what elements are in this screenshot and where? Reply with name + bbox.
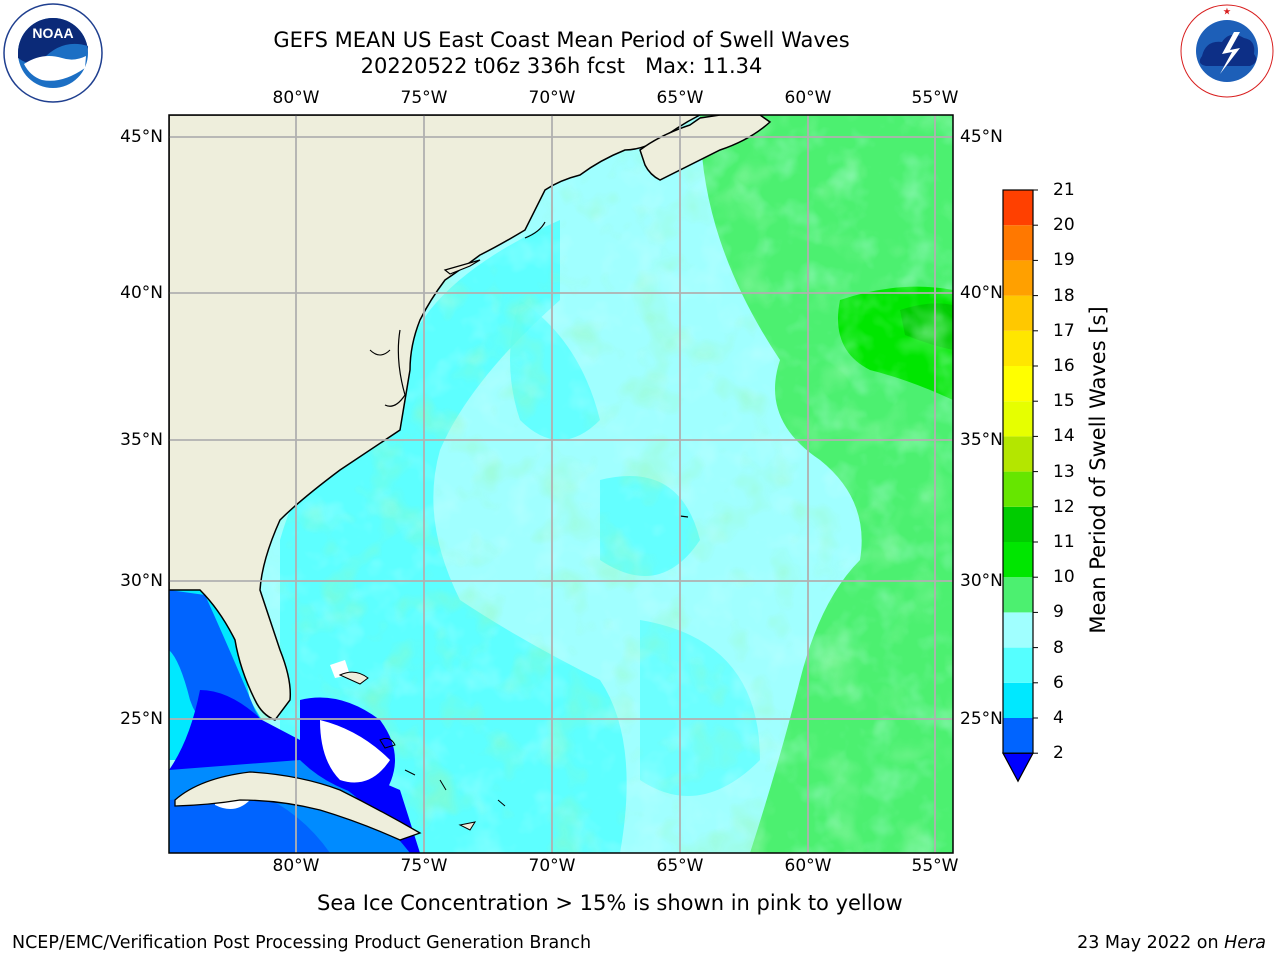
colorbar-tick-label: 19 (1053, 250, 1075, 271)
map-frame (168, 114, 954, 854)
colorbar-tick-label: 18 (1053, 285, 1075, 306)
colorbar-tick-label: 20 (1053, 215, 1075, 236)
lat-tick-right: 45°N (960, 127, 1003, 147)
colorbar-segment (1003, 260, 1033, 296)
colorbar-tick-label: 11 (1053, 532, 1075, 552)
lat-tick-right: 25°N (960, 709, 1003, 729)
lon-tick-bottom: 60°W (784, 856, 832, 876)
colorbar-segment (1003, 471, 1033, 507)
lon-tick-bottom: 70°W (528, 856, 576, 876)
footer-date-text: 23 May 2022 on (1077, 933, 1225, 953)
colorbar-extend-triangle (1001, 752, 1035, 783)
colorbar-tick-label: 6 (1053, 672, 1064, 693)
svg-text:★: ★ (1223, 7, 1231, 16)
lat-tick-right: 30°N (960, 571, 1003, 591)
colorbar-tick-label: 2 (1053, 743, 1064, 764)
colorbar-tick-label: 21 (1053, 180, 1075, 200)
colorbar-segment (1003, 366, 1033, 402)
lon-tick-top: 65°W (656, 88, 704, 108)
lon-tick-bottom: 75°W (400, 856, 448, 876)
land-north-america (169, 115, 701, 721)
footer-machine: Hera (1224, 933, 1266, 953)
colorbar-segment (1003, 647, 1033, 683)
footer-date: 23 May 2022 on Hera (1077, 933, 1266, 953)
lon-tick-bottom: 55°W (911, 856, 959, 876)
land-cuba (174, 771, 422, 841)
lon-tick-top: 70°W (528, 88, 576, 108)
lon-tick-top: 80°W (272, 88, 320, 108)
gridlines (169, 115, 953, 853)
colorbar-tick-label: 14 (1053, 426, 1075, 447)
lat-tick-left: 35°N (120, 430, 163, 450)
lat-tick-right: 40°N (960, 283, 1003, 303)
colorbar-segment (1003, 577, 1033, 613)
colorbar-segment (1003, 682, 1033, 718)
colorbar-tick-label: 12 (1053, 496, 1075, 517)
colorbar-tick-label: 4 (1053, 708, 1064, 728)
colorbar-tick-label: 15 (1053, 391, 1075, 412)
chart-title: GEFS MEAN US East Coast Mean Period of S… (273, 28, 850, 52)
lon-tick-top: 55°W (911, 88, 959, 108)
lat-tick-left: 45°N (120, 127, 163, 147)
colorbar-segment (1003, 190, 1033, 226)
colorbar-segment (1003, 542, 1033, 578)
colorbar-tick-label: 16 (1053, 356, 1075, 376)
colorbar-tick-label: 17 (1053, 320, 1075, 341)
colorbar-segment (1003, 401, 1033, 437)
colorbar-tick-label: 8 (1053, 637, 1064, 658)
lon-tick-top: 75°W (400, 88, 448, 108)
nws-logo: ★ (1180, 4, 1274, 98)
sea-ice-note: Sea Ice Concentration > 15% is shown in … (317, 891, 903, 915)
lat-tick-left: 25°N (120, 709, 163, 729)
colorbar-segment (1003, 225, 1033, 261)
colorbar-segment (1003, 506, 1033, 542)
lon-tick-bottom: 65°W (656, 856, 704, 876)
colorbar-title: Mean Period of Swell Waves [s] (1086, 306, 1110, 634)
chart-subtitle: 20220522 t06z 336h fcst Max: 11.34 (360, 54, 763, 78)
colorbar-tick-label: 13 (1053, 461, 1075, 482)
lat-tick-left: 40°N (120, 283, 163, 303)
colorbar-segment (1003, 612, 1033, 648)
noaa-logo: NOAA (3, 3, 103, 103)
lat-tick-right: 35°N (960, 430, 1003, 450)
colorbar-segment (1003, 330, 1033, 366)
noaa-text: NOAA (32, 25, 73, 41)
colorbar-tick-label: 9 (1053, 602, 1064, 623)
lon-tick-bottom: 80°W (272, 856, 320, 876)
colorbar-segment (1003, 295, 1033, 331)
colorbar-tick-label: 10 (1053, 567, 1075, 588)
lon-tick-top: 60°W (784, 88, 832, 108)
lat-tick-left: 30°N (120, 571, 163, 591)
colorbar-segment (1003, 718, 1033, 754)
colorbar-segment (1003, 436, 1033, 472)
footer-credit: NCEP/EMC/Verification Post Processing Pr… (12, 933, 592, 953)
